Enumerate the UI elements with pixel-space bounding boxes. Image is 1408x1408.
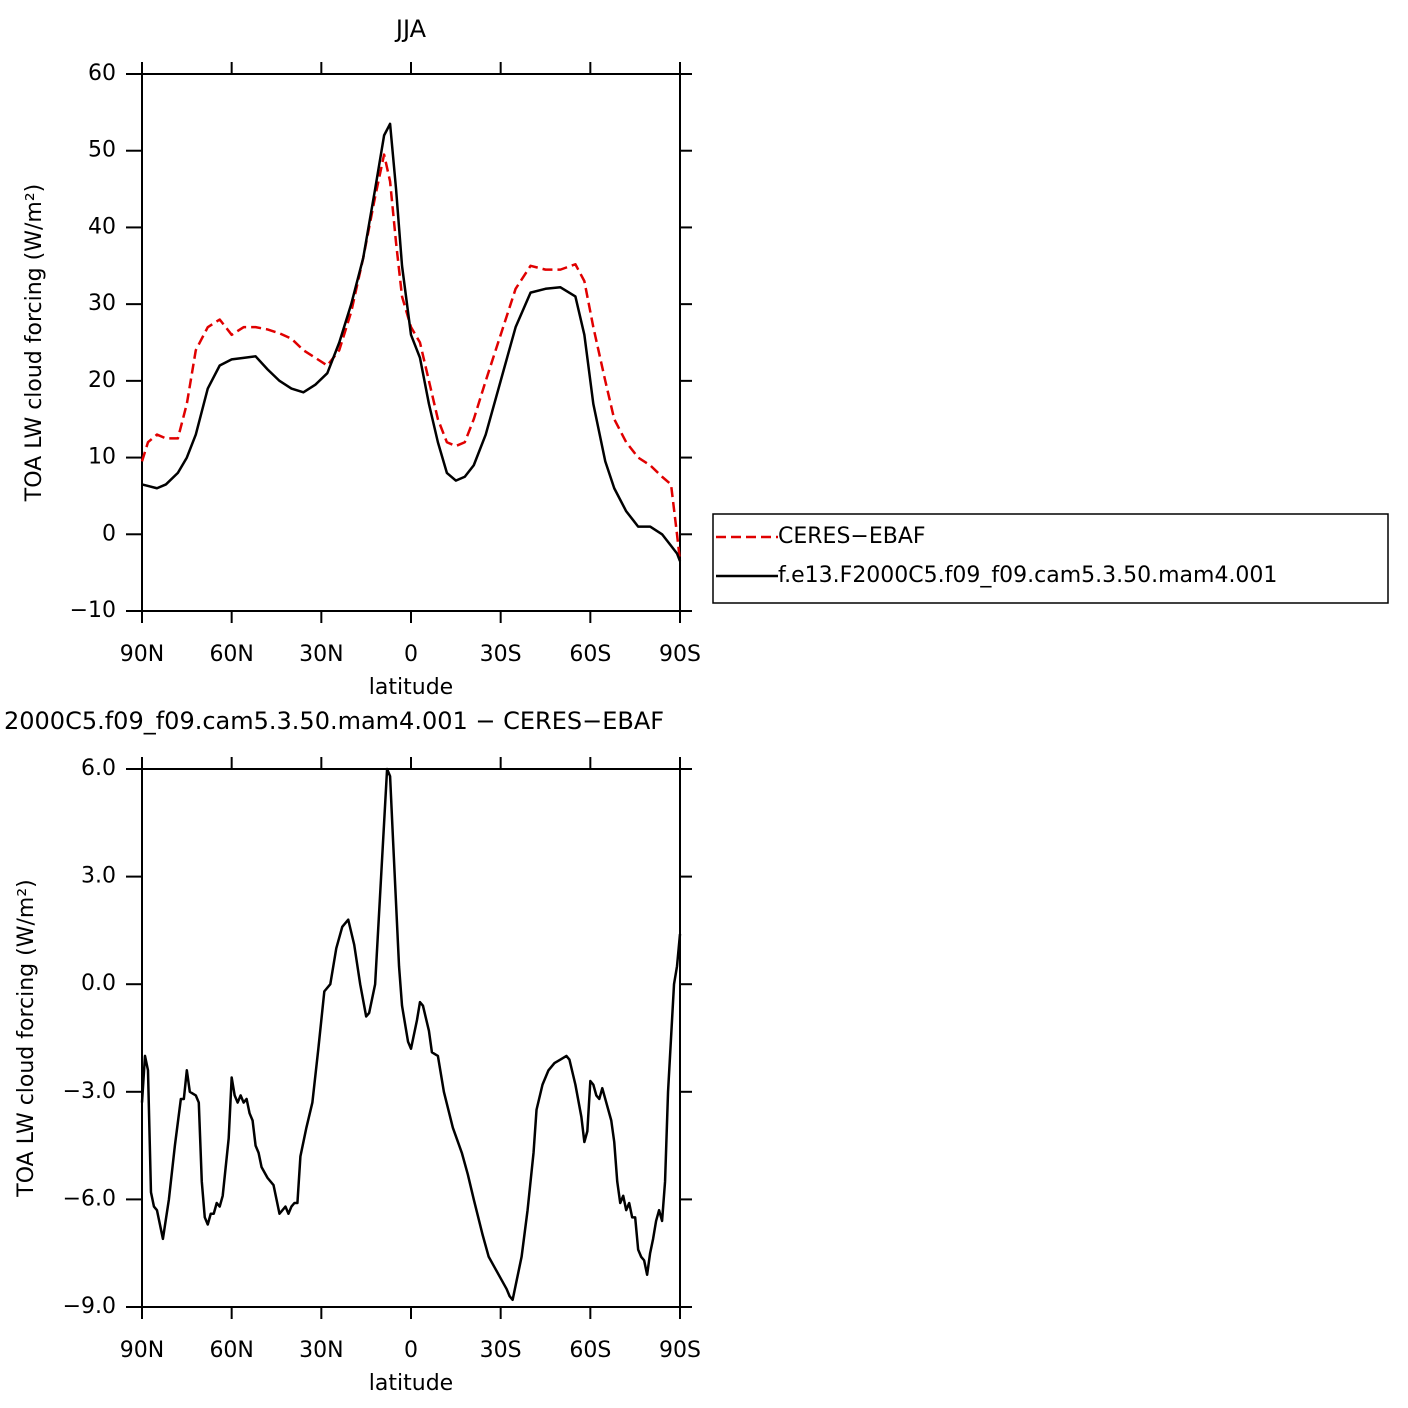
x-tick-label: 60S <box>569 642 611 667</box>
y-tick-label: 0 <box>102 521 116 546</box>
x-axis-label: latitude <box>369 1371 453 1396</box>
y-tick-label: 60 <box>88 61 116 86</box>
y-tick-label: −9.0 <box>63 1294 116 1319</box>
data-line <box>140 767 682 1302</box>
y-tick-label: 10 <box>88 445 116 470</box>
chart-title: 2000C5.f09_f09.cam5.3.50.mam4.001 − CERE… <box>4 707 664 735</box>
y-tick-label: 30 <box>88 291 116 316</box>
x-tick-label: 60N <box>209 1338 253 1363</box>
y-tick-label: 20 <box>88 368 116 393</box>
x-tick-label: 90N <box>120 642 164 667</box>
legend-label: CERES−EBAF <box>778 524 926 549</box>
x-tick-label: 30N <box>299 1338 343 1363</box>
x-tick-label: 90S <box>659 1338 701 1363</box>
y-tick-label: −6.0 <box>63 1186 116 1211</box>
y-tick-label: −10 <box>70 598 116 623</box>
x-tick-label: 30S <box>480 642 522 667</box>
x-tick-label: 60S <box>569 1338 611 1363</box>
x-tick-label: 30N <box>299 642 343 667</box>
x-tick-label: 0 <box>404 642 418 667</box>
data-line <box>140 153 682 562</box>
y-tick-label: 6.0 <box>81 756 116 781</box>
y-tick-label: 50 <box>88 138 116 163</box>
x-tick-label: 0 <box>404 1338 418 1363</box>
legend-label: f.e13.F2000C5.f09_f09.cam5.3.50.mam4.001 <box>778 563 1277 588</box>
x-axis-label: latitude <box>369 675 453 700</box>
y-tick-label: −3.0 <box>63 1079 116 1104</box>
y-axis-label: TOA LW cloud forcing (W/m²) <box>22 184 47 502</box>
chart-title: JJA <box>394 15 427 43</box>
y-tick-label: 0.0 <box>81 971 116 996</box>
x-tick-label: 90N <box>120 1338 164 1363</box>
x-tick-label: 90S <box>659 642 701 667</box>
y-tick-label: 40 <box>88 214 116 239</box>
data-line <box>141 122 682 562</box>
x-tick-label: 60N <box>209 642 253 667</box>
x-tick-label: 30S <box>480 1338 522 1363</box>
y-tick-label: 3.0 <box>81 864 116 889</box>
legend-box <box>712 513 1389 604</box>
y-axis-label: TOA LW cloud forcing (W/m²) <box>14 879 39 1197</box>
plot-frame <box>141 73 681 612</box>
plot-frame <box>141 768 681 1308</box>
